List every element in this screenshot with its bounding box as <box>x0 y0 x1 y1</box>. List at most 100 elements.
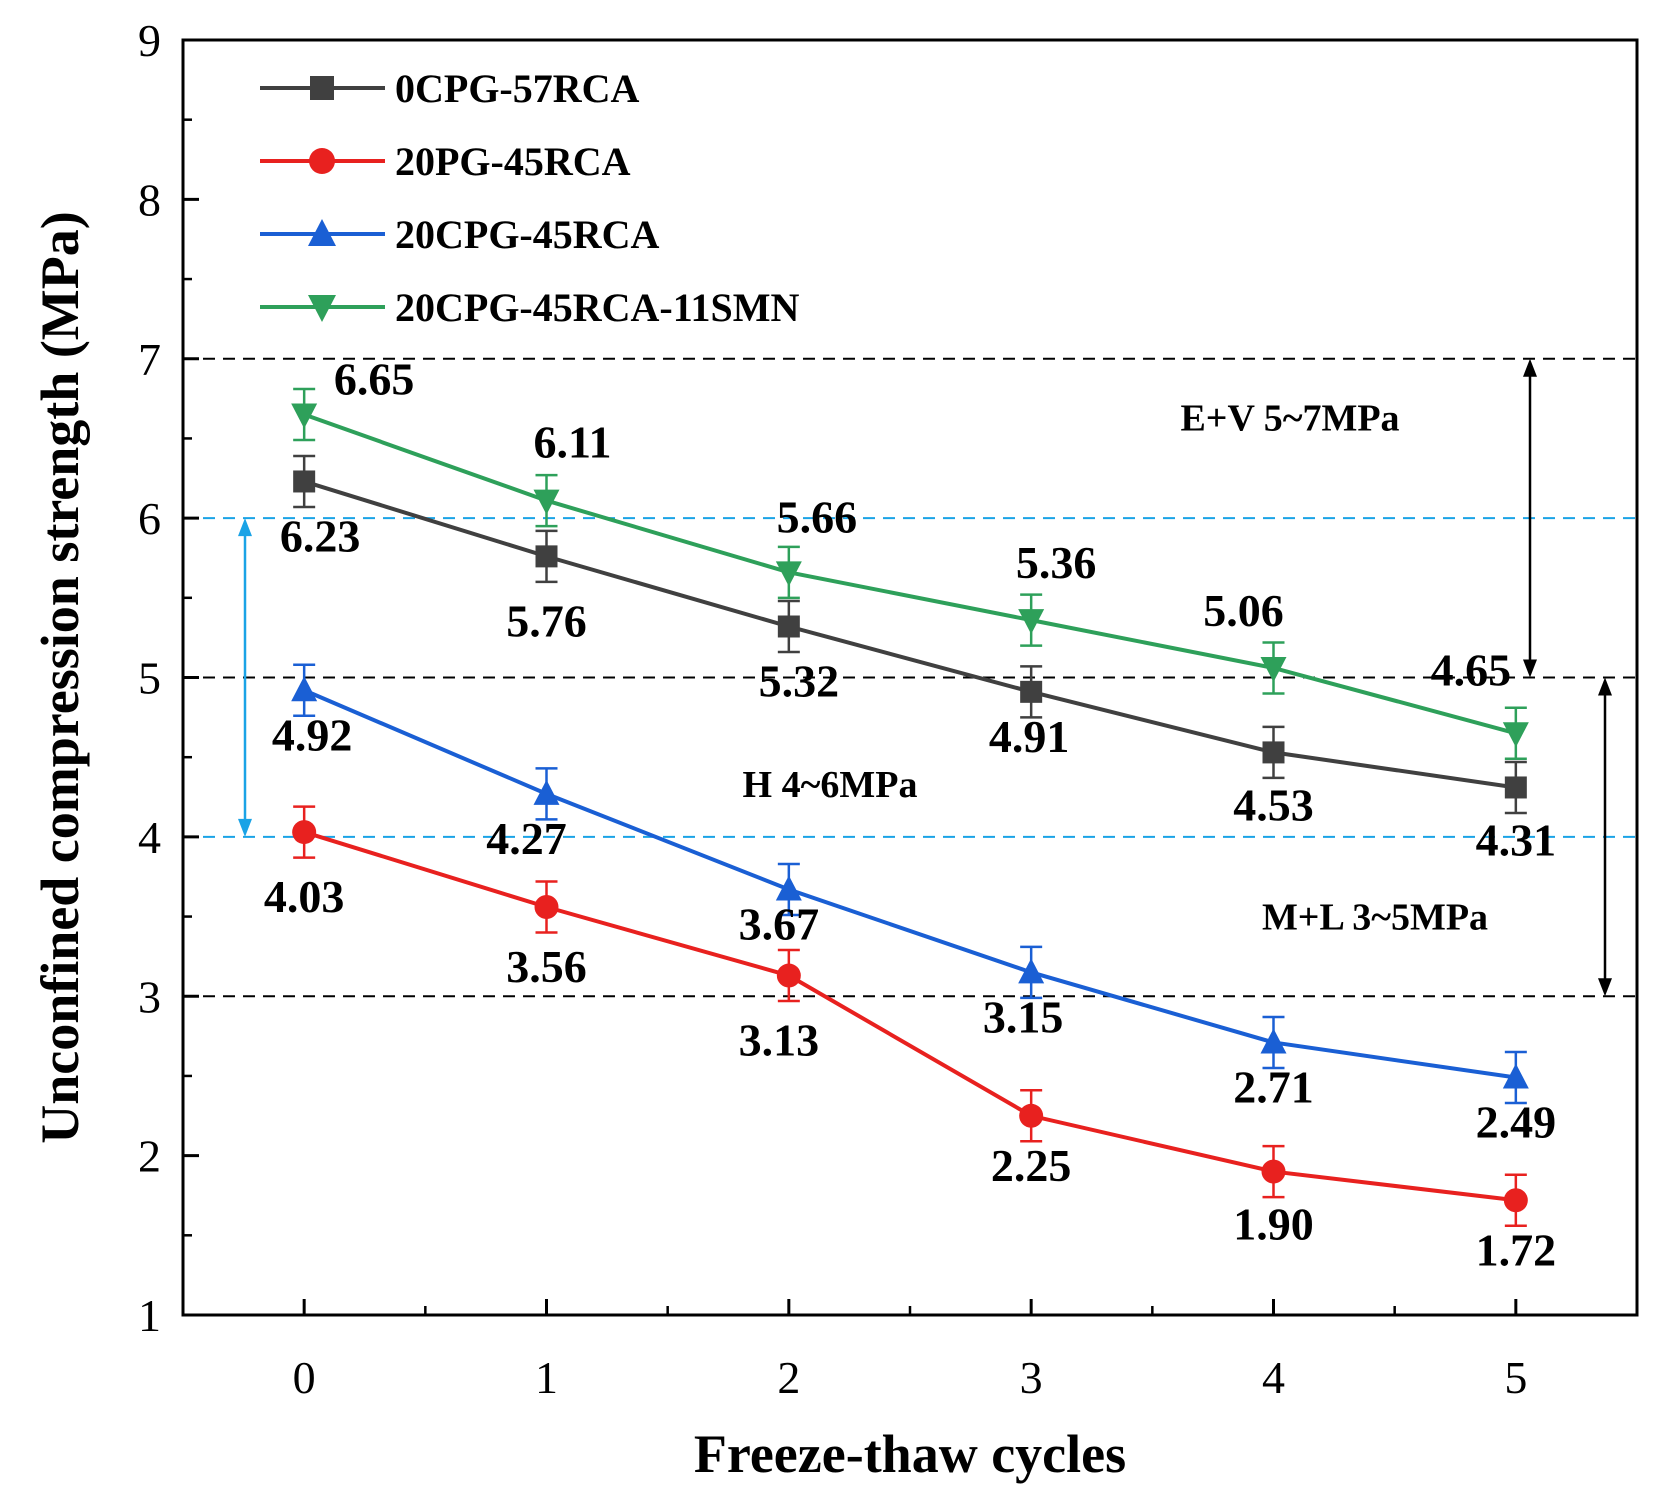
data-label: 2.49 <box>1476 1097 1557 1148</box>
data-label: 2.71 <box>1233 1061 1314 1112</box>
legend: 0CPG-57RCA 20PG-45RCA 20CPG-45RCA 20CPG-45R… <box>260 66 800 330</box>
data-label: 2.25 <box>991 1140 1072 1191</box>
legend-marker <box>308 295 336 322</box>
data-label: 5.66 <box>777 491 858 542</box>
y-tick-label: 2 <box>138 1131 161 1182</box>
legend-label: 0CPG-57RCA <box>395 66 640 111</box>
data-point <box>1503 1188 1528 1213</box>
data-point <box>293 470 316 493</box>
data-label: 3.15 <box>983 991 1064 1042</box>
range-label: E+V 5~7MPa <box>1180 397 1399 439</box>
data-point <box>1018 958 1045 984</box>
data-point <box>533 779 560 805</box>
data-point <box>775 875 802 901</box>
data-label: 6.11 <box>534 417 612 468</box>
range-arrow-head-top <box>1523 358 1537 377</box>
legend-label: 20PG-45RCA <box>395 139 631 184</box>
data-point <box>1260 1028 1287 1054</box>
range-label: M+L 3~5MPa <box>1262 896 1488 938</box>
legend-item: 0CPG-57RCA <box>260 66 640 111</box>
range-arrow-head-bottom <box>1523 659 1537 678</box>
data-point <box>776 963 801 988</box>
range-label: H 4~6MPa <box>743 764 918 806</box>
data-point <box>534 895 559 919</box>
data-point <box>291 403 318 429</box>
series-line <box>303 830 1517 1203</box>
legend-marker <box>309 148 335 174</box>
legend-marker <box>310 76 334 100</box>
series-20CPG-45RCA-11SMN <box>291 387 1529 761</box>
series-lines <box>291 387 1529 1227</box>
data-label: 1.90 <box>1233 1199 1314 1250</box>
data-label: 4.03 <box>264 871 345 922</box>
data-label: 4.91 <box>989 711 1070 762</box>
legend-label: 20CPG-45RCA <box>395 212 660 257</box>
y-axis-title: Unconfined compression strength (MPa) <box>30 211 90 1143</box>
legend-item: 20CPG-45RCA-11SMN <box>260 285 800 330</box>
data-label: 6.65 <box>334 354 415 405</box>
data-point <box>1262 741 1285 764</box>
y-tick-label: 7 <box>138 334 161 385</box>
data-point <box>777 615 800 638</box>
data-point <box>291 676 318 702</box>
data-label: 3.67 <box>739 898 820 949</box>
x-tick-label: 1 <box>535 1352 558 1403</box>
axes: 1 2 3 4 5 6 7 8 9 0 1 2 3 4 5 <box>138 15 1639 1403</box>
legend-label: 20CPG-45RCA-11SMN <box>395 285 800 330</box>
series-20PG-45RCA <box>292 805 1528 1227</box>
data-label: 3.13 <box>739 1015 820 1066</box>
series-0CPG-57RCA <box>293 454 1527 815</box>
data-point <box>775 561 802 587</box>
data-point <box>1261 1159 1286 1184</box>
y-tick-label: 6 <box>138 493 161 544</box>
range-arrow-head-top <box>1598 677 1612 696</box>
data-label: 3.56 <box>506 941 587 992</box>
x-tick-label: 3 <box>1020 1352 1043 1403</box>
data-point <box>292 820 317 845</box>
legend-marker <box>308 219 336 246</box>
data-point <box>1019 1103 1044 1128</box>
x-tick-label: 0 <box>293 1352 316 1403</box>
series-line <box>303 479 1517 790</box>
x-axis-title: Freeze-thaw cycles <box>694 1424 1126 1484</box>
data-label: 4.31 <box>1476 814 1557 865</box>
y-tick-label: 1 <box>138 1290 161 1341</box>
y-tick-label: 8 <box>138 174 161 225</box>
data-label: 5.06 <box>1203 585 1284 636</box>
x-tick-label: 5 <box>1504 1352 1527 1403</box>
data-point <box>533 489 560 515</box>
range-arrow-head-top <box>238 518 252 537</box>
series-20CPG-45RCA <box>291 663 1529 1105</box>
data-point <box>1020 680 1043 703</box>
data-point <box>535 545 558 568</box>
data-label: 4.53 <box>1233 779 1314 830</box>
data-label: 5.76 <box>506 595 587 646</box>
data-label: 1.72 <box>1476 1224 1557 1275</box>
y-tick-label: 5 <box>138 653 161 704</box>
range-arrow-head-bottom <box>238 818 252 837</box>
y-tick-label: 4 <box>138 812 161 863</box>
data-labels: 6.23 5.76 5.32 4.91 4.53 4.31 4.03 3.56 3.13 2.25… <box>264 354 1556 1276</box>
series-line <box>303 688 1517 1080</box>
series-line <box>303 412 1517 736</box>
data-point <box>1504 776 1527 799</box>
data-label: 5.32 <box>759 656 840 707</box>
data-label: 4.27 <box>486 813 567 864</box>
y-tick-label: 9 <box>138 15 161 66</box>
y-tick-label: 3 <box>138 971 161 1022</box>
legend-item: 20PG-45RCA <box>260 139 631 184</box>
data-point <box>1502 1063 1529 1089</box>
range-annotations: E+V 5~7MPa H 4~6MPa M+L 3~5MPa <box>238 358 1612 997</box>
data-label: 6.23 <box>280 510 361 561</box>
x-tick-label: 2 <box>777 1352 800 1403</box>
x-tick-label: 4 <box>1262 1352 1285 1403</box>
data-point <box>1018 609 1045 635</box>
range-arrow-head-bottom <box>1598 978 1612 997</box>
data-point <box>1260 656 1287 682</box>
data-label: 4.92 <box>272 709 353 760</box>
data-label: 4.65 <box>1431 644 1512 695</box>
data-point <box>1502 722 1529 748</box>
legend-item: 20CPG-45RCA <box>260 212 660 257</box>
data-label: 5.36 <box>1016 537 1097 588</box>
